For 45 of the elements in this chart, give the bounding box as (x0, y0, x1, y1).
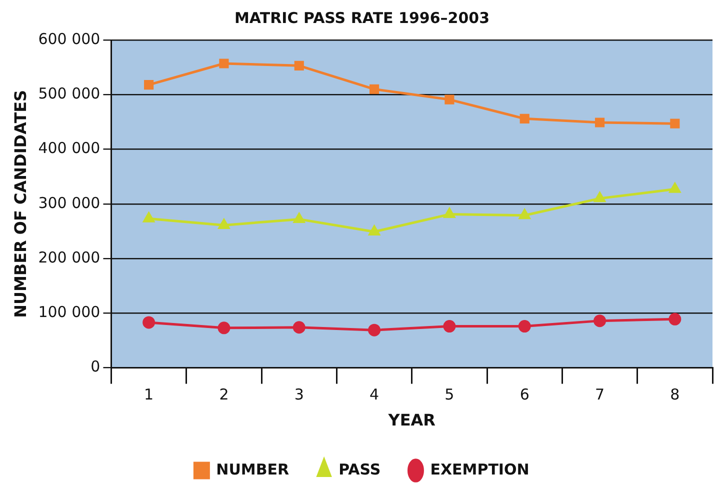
point (443, 320, 456, 333)
point (594, 118, 605, 128)
point (294, 60, 304, 70)
y-tick-label: 0 (90, 358, 100, 376)
y-tick-label: 600 000 (38, 30, 100, 48)
y-tick-label: 200 000 (38, 248, 100, 266)
point (519, 209, 530, 220)
point (218, 218, 230, 229)
point (143, 212, 154, 222)
point (594, 192, 606, 202)
point (219, 58, 229, 68)
x-axis-title: YEAR (387, 410, 436, 430)
point (444, 208, 456, 218)
y-axis-title: NUMBER OF CANDIDATES (10, 90, 30, 318)
point (144, 80, 154, 90)
point (670, 118, 680, 128)
point (520, 114, 530, 124)
y-tick-label: 400 000 (38, 139, 100, 158)
point (370, 84, 380, 94)
point (218, 322, 230, 334)
chart-title: MATRIC PASS RATE 1996–2003 (234, 8, 490, 27)
x-tick-label: 3 (294, 386, 304, 404)
point (669, 182, 680, 193)
point (518, 320, 531, 333)
point (142, 316, 156, 329)
x-tick-label: 1 (144, 386, 154, 404)
y-tick-label: 100 000 (38, 303, 100, 322)
point (668, 312, 682, 326)
point (444, 94, 454, 104)
legend-label: PASS (338, 460, 381, 478)
x-tick-label: 5 (444, 386, 454, 404)
x-tick-label: 7 (594, 386, 605, 404)
x-tick-label: 4 (370, 386, 380, 404)
point (368, 226, 380, 236)
y-tick-label: 300 000 (38, 194, 100, 212)
legend-label: EXEMPTION (430, 460, 530, 478)
point (292, 321, 306, 334)
y-tick-label: 500 000 (38, 84, 100, 103)
point (294, 212, 305, 223)
legend-label: NUMBER (216, 460, 290, 478)
x-tick-label: 6 (520, 386, 530, 404)
x-tick-label: 2 (219, 386, 229, 404)
point (368, 324, 381, 336)
x-tick-label: 8 (670, 386, 680, 404)
point (594, 314, 606, 328)
